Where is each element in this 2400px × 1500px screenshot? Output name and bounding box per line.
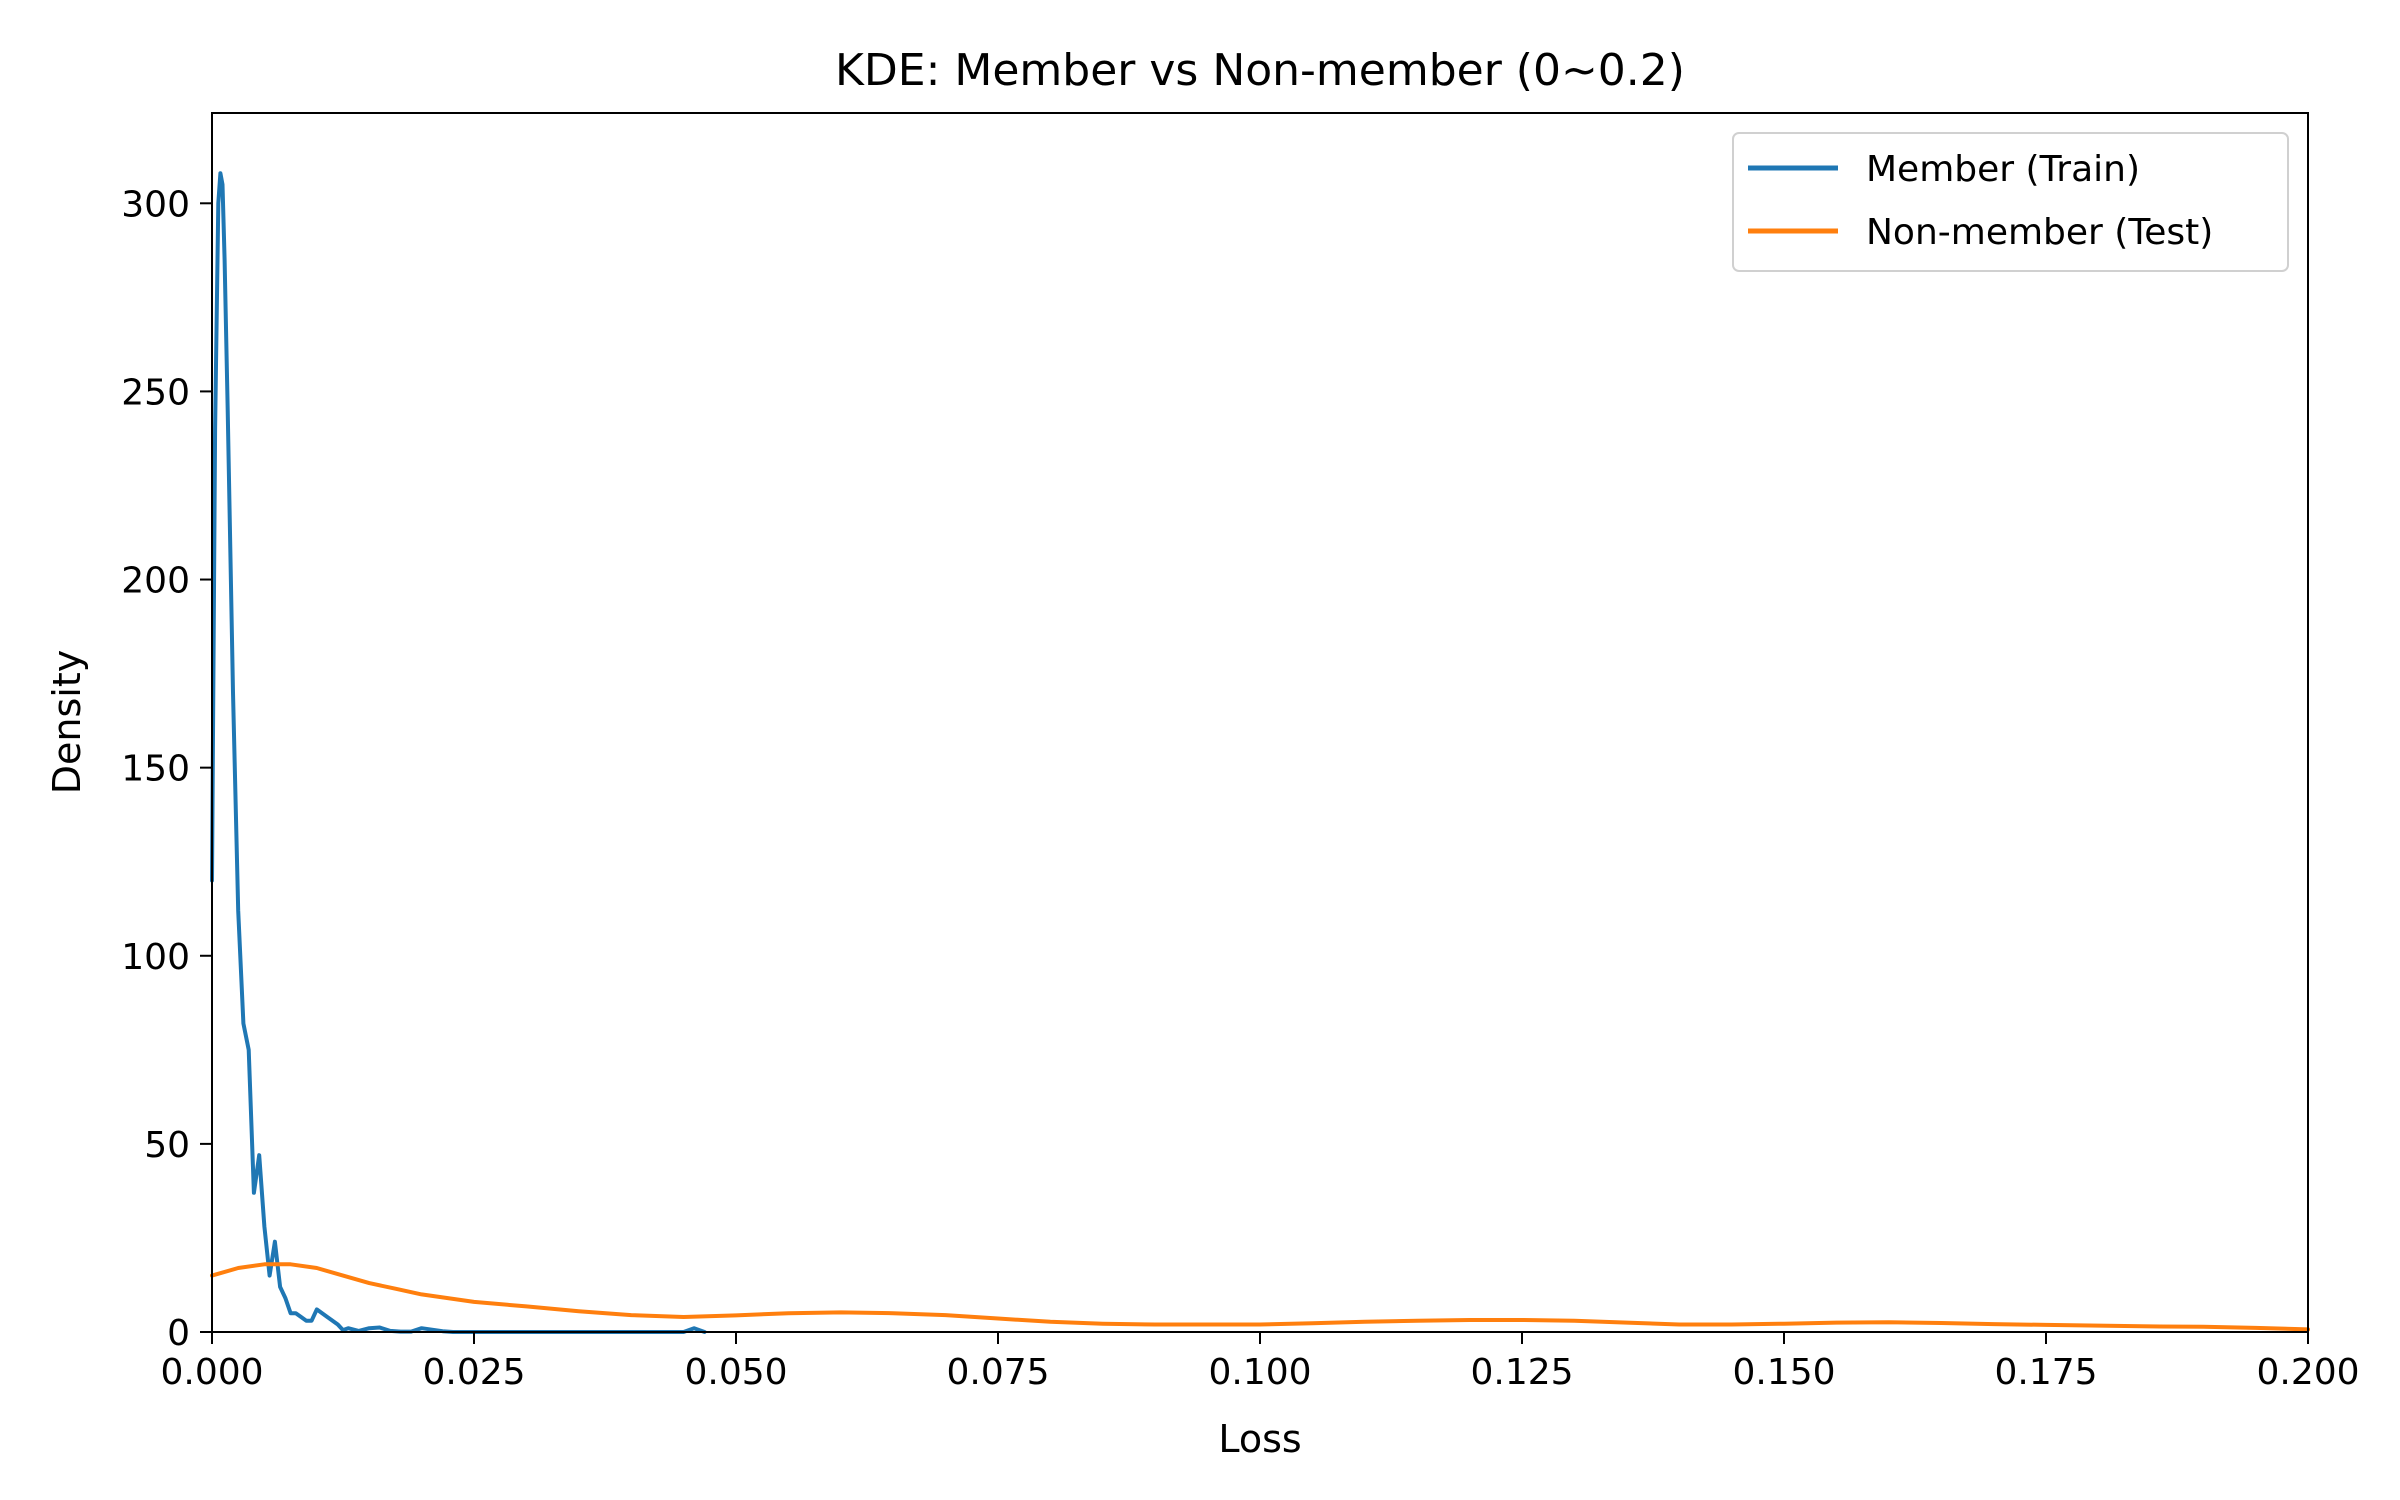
y-tick-label: 250	[121, 372, 190, 413]
y-tick-label: 50	[144, 1125, 190, 1166]
x-tick-label: 0.025	[422, 1352, 525, 1393]
y-tick-label: 200	[121, 561, 190, 602]
x-tick-label: 0.175	[1994, 1352, 2097, 1393]
y-tick-label: 0	[167, 1313, 190, 1354]
y-axis-label: Density	[45, 650, 89, 794]
y-tick-label: 100	[121, 937, 190, 978]
x-tick-label: 0.125	[1470, 1352, 1573, 1393]
y-tick-label: 300	[121, 184, 190, 225]
chart-title: KDE: Member vs Non-member (0~0.2)	[835, 45, 1685, 96]
x-axis-ticks: 0.000 0.025 0.050 0.075 0.100 0.125 0.150 0.175…	[160, 1332, 2360, 1393]
x-tick-label: 0.100	[1208, 1352, 1311, 1393]
x-tick-label: 0.000	[160, 1352, 263, 1393]
y-tick-label: 150	[121, 749, 190, 790]
x-axis-label: Loss	[1218, 1417, 1301, 1461]
x-tick-label: 0.050	[684, 1352, 787, 1393]
legend: Member (Train) Non-member (Test)	[1732, 132, 2289, 272]
legend-label-member: Member (Train)	[1866, 149, 2140, 190]
x-tick-label: 0.075	[946, 1352, 1049, 1393]
series-line-non-member	[210, 1262, 2310, 1332]
y-axis-ticks: 0 50 100 150 200 250 300	[121, 184, 212, 1354]
axes-frame	[211, 112, 2309, 1333]
legend-label-non-member: Non-member (Test)	[1866, 212, 2213, 253]
x-tick-label: 0.200	[2256, 1352, 2359, 1393]
legend-frame	[1732, 132, 2289, 272]
x-tick-label: 0.150	[1732, 1352, 1835, 1393]
